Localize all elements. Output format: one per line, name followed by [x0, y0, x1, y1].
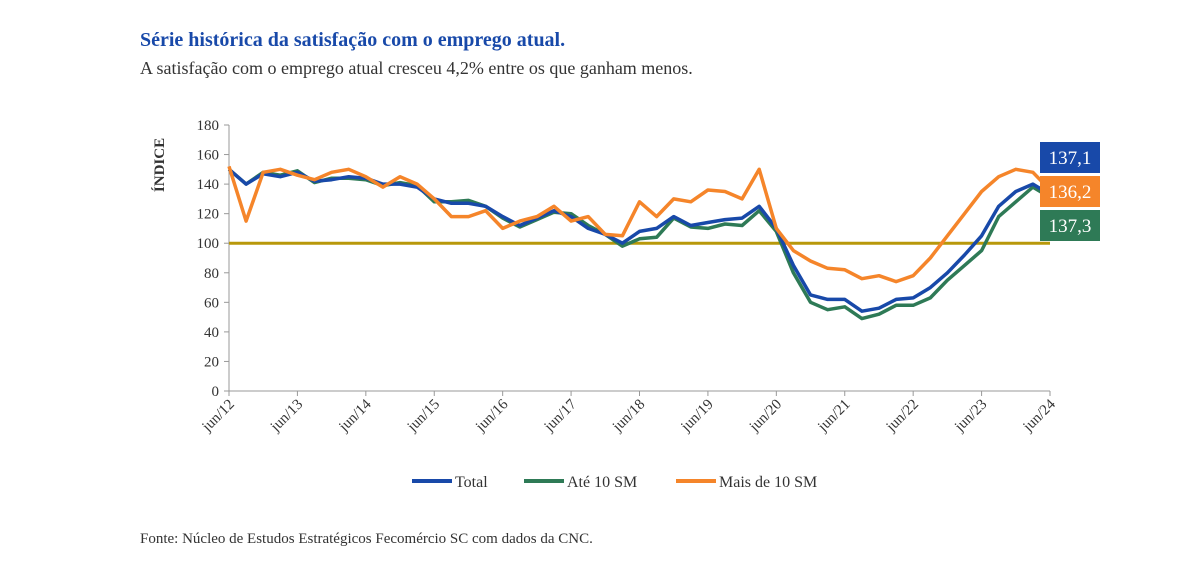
y-tick-label: 40 [204, 325, 219, 341]
x-tick-label: jun/22 [883, 397, 922, 436]
y-axis-label: ÍNDICE [151, 138, 168, 192]
x-tick-label: jun/18 [609, 397, 648, 436]
end-label: 137,3 [1049, 216, 1092, 237]
x-tick-label: jun/15 [404, 397, 443, 436]
source: Fonte: Núcleo de Estudos Estratégicos Fe… [140, 531, 593, 547]
y-tick-label: 120 [197, 207, 220, 223]
end-label: 137,1 [1049, 148, 1092, 169]
y-tick-label: 0 [212, 384, 220, 400]
legend-label: Total [455, 474, 488, 491]
end-label: 136,2 [1049, 182, 1092, 203]
x-tick-label: jun/23 [951, 397, 990, 436]
y-tick-label: 80 [204, 266, 219, 282]
y-tick-label: 20 [204, 354, 219, 370]
x-tick-label: jun/13 [267, 397, 306, 436]
x-tick-label: jun/17 [541, 396, 580, 435]
line-series [227, 165, 1052, 284]
legend-label: Até 10 SM [567, 474, 637, 491]
end-label-box [1040, 210, 1100, 241]
y-tick-label: 60 [204, 295, 219, 311]
x-tick-label: jun/12 [199, 397, 238, 436]
chart-title: Série histórica da satisfação com o empr… [140, 29, 565, 51]
end-label-box [1040, 176, 1100, 207]
y-tick-label: 100 [197, 236, 220, 252]
y-tick-label: 180 [197, 118, 220, 134]
x-tick-label: jun/21 [814, 397, 853, 436]
y-tick-label: 160 [197, 148, 220, 164]
chart-subtitle: A satisfação com o emprego atual cresceu… [140, 58, 693, 78]
x-tick-label: jun/24 [1020, 396, 1059, 435]
y-tick-label: 140 [197, 177, 220, 193]
x-tick-label: jun/16 [472, 396, 511, 435]
x-tick-label: jun/20 [746, 397, 785, 436]
end-label-box [1040, 142, 1100, 173]
x-tick-label: jun/19 [678, 397, 717, 436]
x-tick-label: jun/14 [336, 396, 375, 435]
legend-label: Mais de 10 SM [719, 474, 817, 491]
